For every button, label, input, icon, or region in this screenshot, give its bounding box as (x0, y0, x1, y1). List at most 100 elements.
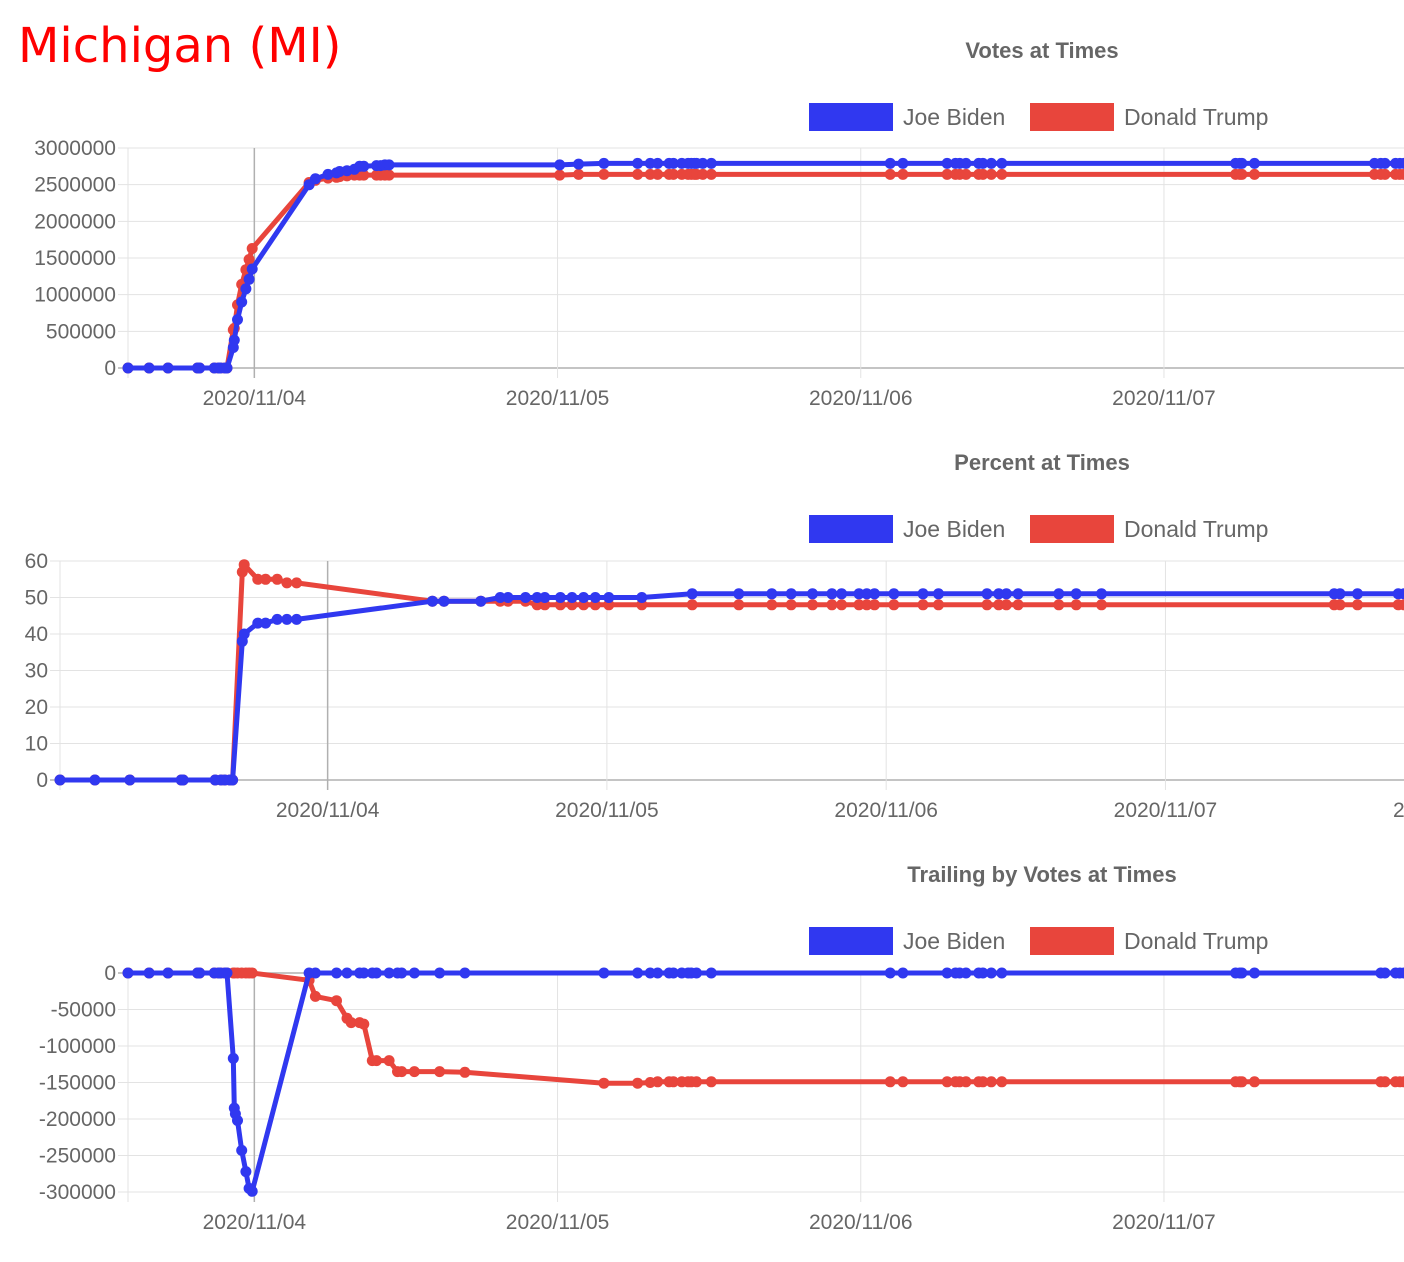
data-point-biden (260, 617, 272, 629)
data-point-biden (434, 967, 446, 979)
data-point-trump (573, 168, 585, 180)
data-point-biden (162, 967, 174, 979)
data-point-biden (884, 157, 896, 169)
data-point-trump (1236, 168, 1248, 180)
data-point-biden (667, 157, 679, 169)
y-tick-label: 1500000 (34, 247, 116, 270)
data-point-trump (1236, 1076, 1248, 1088)
y-tick-label: 0 (104, 357, 116, 380)
data-point-biden (322, 168, 334, 180)
data-point-biden (632, 157, 644, 169)
data-point-biden (853, 588, 865, 600)
data-point-biden (143, 362, 155, 374)
data-point-biden (177, 774, 189, 786)
series-line-biden (125, 160, 1404, 371)
data-point-biden (826, 588, 838, 600)
data-point-biden (396, 967, 408, 979)
legend-label-biden: Joe Biden (903, 516, 1005, 542)
y-tick-label: 500000 (46, 320, 116, 343)
y-tick-label: -200000 (39, 1108, 116, 1131)
data-point-trump (291, 577, 303, 589)
data-point-biden (1249, 967, 1260, 979)
data-point-biden (733, 588, 745, 600)
data-point-biden (221, 967, 233, 979)
data-point-trump (1249, 1076, 1260, 1088)
data-point-biden (1053, 588, 1065, 600)
data-point-biden (697, 157, 709, 169)
data-point-biden (996, 967, 1008, 979)
data-point-biden (236, 296, 248, 308)
series-line-trump (57, 562, 1404, 783)
data-point-biden (383, 967, 395, 979)
data-point-biden (578, 592, 590, 603)
data-point-biden (246, 263, 258, 275)
y-tick-label: 20 (25, 696, 48, 719)
data-point-biden (281, 613, 293, 625)
votes-chart: Votes at Times Joe Biden Donald Trump 30000… (34, 38, 1404, 410)
data-point-biden (897, 967, 909, 979)
data-point-biden (246, 1185, 258, 1197)
data-point-trump (977, 1076, 989, 1088)
legend-swatch-trump (1030, 103, 1114, 131)
data-point-biden (785, 588, 797, 600)
votes-chart-panel: Votes at Times Joe Biden Donald Trump 30000… (0, 20, 1404, 432)
data-point-trump (960, 168, 972, 180)
data-point-trump (1398, 1076, 1404, 1088)
data-point-biden (252, 617, 264, 629)
data-point-trump (598, 1077, 610, 1089)
data-point-biden (309, 173, 321, 185)
data-point-biden (888, 588, 900, 600)
data-point-biden (426, 595, 438, 607)
data-point-trump (598, 168, 610, 180)
data-point-biden (566, 592, 578, 603)
trailing-chart: Trailing by Votes at Times Joe Biden Donal… (39, 862, 1404, 1234)
data-point-trump (888, 599, 900, 611)
data-point-trump (1352, 599, 1363, 611)
chart-legend: Joe Biden Donald Trump (809, 103, 1268, 131)
data-point-trump (358, 1018, 370, 1030)
x-tick-label: 2020/11/05 (506, 387, 610, 410)
data-point-biden (977, 157, 989, 169)
data-point-biden (554, 592, 566, 603)
data-point-trump (345, 1017, 357, 1029)
data-point-trump (807, 599, 818, 611)
chart-title: Percent at Times (954, 450, 1130, 475)
data-point-trump (853, 599, 865, 611)
data-point-trump (766, 599, 778, 611)
data-point-biden (240, 283, 252, 295)
data-point-biden (869, 588, 880, 600)
data-point-biden (221, 362, 233, 374)
data-point-trump (281, 577, 293, 589)
data-point-trump (1334, 599, 1346, 611)
x-tick-label: 2020/11/07 (1112, 387, 1216, 410)
data-point-biden (1352, 588, 1363, 600)
data-point-trump (371, 1055, 382, 1067)
data-point-biden (933, 588, 944, 600)
data-point-biden (705, 967, 717, 979)
data-point-trump (246, 967, 258, 979)
y-tick-label: 3000000 (34, 137, 116, 160)
y-tick-label: -250000 (39, 1145, 116, 1168)
data-point-trump (1000, 599, 1012, 611)
data-point-biden (1236, 967, 1248, 979)
data-point-trump (884, 168, 896, 180)
legend-label-biden: Joe Biden (903, 928, 1005, 954)
x-tick-label: 2020/11/06 (834, 799, 938, 822)
data-point-trump (652, 168, 664, 180)
data-point-biden (836, 588, 848, 600)
series-line-trump (125, 171, 1404, 371)
data-point-biden (1000, 588, 1012, 600)
data-point-trump (941, 1076, 953, 1088)
data-point-trump (996, 168, 1008, 180)
y-tick-label: 0 (104, 962, 116, 985)
legend-swatch-trump (1030, 515, 1114, 543)
data-point-trump (554, 169, 566, 181)
data-point-biden (520, 592, 531, 603)
legend-swatch-biden (809, 103, 893, 131)
data-point-biden (1398, 157, 1404, 169)
x-tick-label: 2020/11/06 (809, 387, 913, 410)
data-point-trump (459, 1066, 471, 1078)
data-point-trump (941, 168, 953, 180)
data-point-biden (459, 967, 471, 979)
legend-swatch-biden (809, 515, 893, 543)
